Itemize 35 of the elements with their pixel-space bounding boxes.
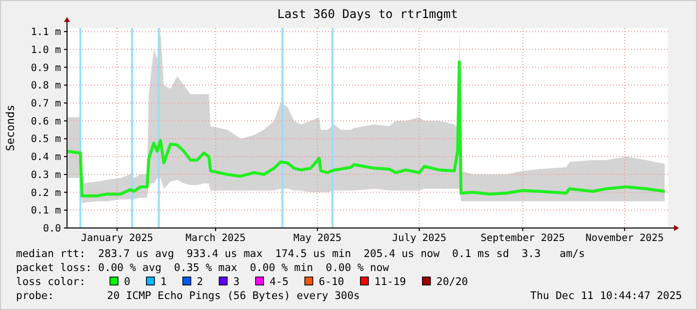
y-tick-label: 0.4 m — [30, 152, 61, 164]
text: probe: — [16, 290, 54, 302]
text: median rtt: 283.7 us avg 933.4 us max 174.5 us min 205.4 us now 0.1 ms sd 3.3 am/s — [16, 248, 585, 260]
y-tick-label: 1.1 m — [30, 27, 61, 38]
text: 0 — [124, 276, 130, 288]
y-tick-label: 0.3 m — [30, 170, 61, 181]
text: 2 — [196, 276, 204, 288]
y-tick-label: 0.9 m — [30, 62, 61, 74]
x-tick-label: May 2025 — [293, 233, 342, 244]
y-tick-label: 0.7 m — [30, 98, 61, 110]
y-tick-label: 0.5 m — [30, 134, 61, 146]
x-tick-label: July 2025 — [392, 233, 446, 244]
y-tick-label: 0.0 — [42, 224, 61, 234]
x-tick-label: January 2025 — [80, 233, 154, 244]
x-tick-label: September 2025 — [480, 233, 565, 244]
text: 11-19 — [374, 276, 406, 288]
y-tick-label: 0.6 m — [30, 116, 61, 128]
x-tick-label: November 2025 — [585, 233, 664, 244]
y-tick-label: 0.8 m — [30, 80, 61, 92]
x-tick-label: March 2025 — [185, 233, 246, 244]
text: 20 ICMP Echo Pings (56 Bytes) every 300s — [107, 290, 360, 302]
y-tick-label: 0.2 m — [30, 188, 61, 199]
text: 3 — [233, 276, 240, 288]
text: 6-10 — [318, 276, 344, 288]
line-series — [66, 60, 666, 198]
text: 20/20 — [436, 276, 468, 288]
y-tick-label: 1.0 m — [30, 44, 61, 56]
text: loss color: — [16, 276, 86, 288]
text: 4-5 — [270, 276, 289, 288]
chart-title: Last 360 Days to rtr1mgmt — [277, 7, 458, 21]
text: Thu Dec 11 10:44:47 2025 — [530, 290, 682, 302]
text: 1 — [160, 276, 167, 288]
y-axis-title: Seconds — [4, 104, 17, 152]
y-tick-label: 0.1 m — [30, 206, 61, 217]
text: packet loss: 0.00 % avg 0.35 % max 0.00 % min 0.00 % now — [16, 262, 390, 274]
